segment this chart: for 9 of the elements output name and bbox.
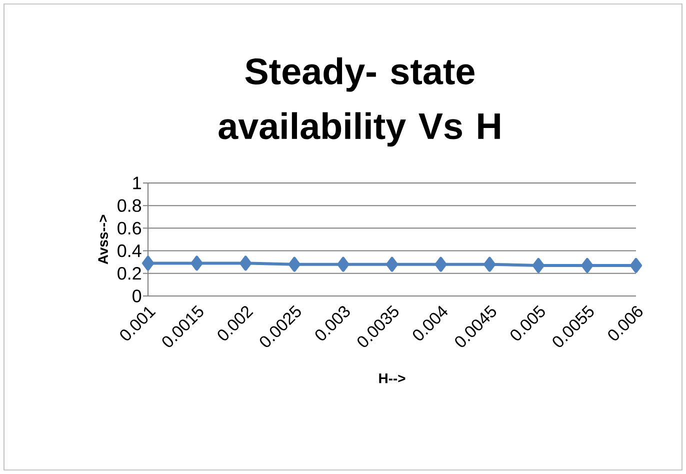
x-axis-title: H--> — [379, 374, 406, 384]
y-tick-label: 0.6 — [118, 222, 142, 235]
y-axis-title: Avss--> — [98, 214, 108, 264]
y-tick-label: 0.8 — [118, 199, 142, 212]
y-tick-label: 0 — [132, 290, 142, 302]
y-tick-label: 0.4 — [118, 244, 142, 258]
y-tick-label: 1 — [133, 176, 141, 190]
y-tick-label: 0.2 — [118, 267, 141, 280]
chart-title: Steady- state availability Vs H — [218, 57, 500, 147]
